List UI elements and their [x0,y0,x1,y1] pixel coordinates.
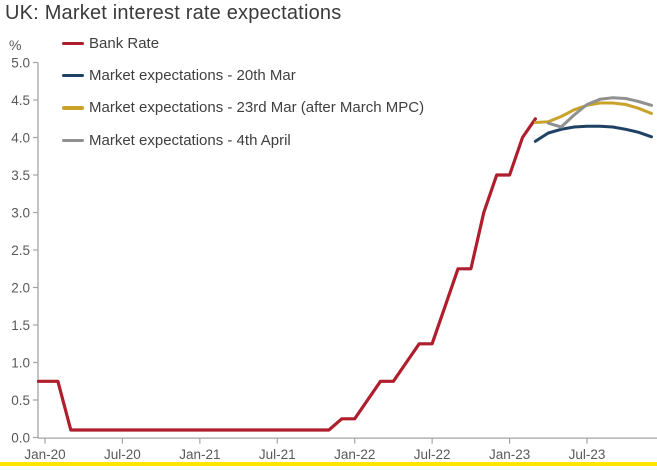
y-tick-label-0.5: 0.5 [11,393,30,408]
legend-label-0: Bank Rate [89,34,160,52]
y-tick-label-4.0: 4.0 [11,130,30,145]
y-axis-unit-label: % [9,37,22,53]
legend-swatch-3 [62,138,84,142]
x-tick-label-Jan-23: Jan-23 [489,447,530,462]
x-tick-label-Jan-20: Jan-20 [24,447,65,462]
y-tick-label-3.5: 3.5 [11,168,30,183]
series-line-3 [546,96,653,129]
x-tick-label-Jul-21: Jul-21 [259,447,296,462]
legend-swatch-2 [62,106,84,110]
y-tick-label-1.5: 1.5 [11,318,30,333]
legend-label-3: Market expectations - 4th April [89,131,291,149]
legend-label-2: Market expectations - 23rd Mar (after Ma… [89,99,425,117]
x-tick-label-Jul-20: Jul-20 [104,447,141,462]
y-tick-label-5.0: 5.0 [11,55,30,70]
legend: Bank Rate Market expectations - 20th Mar M… [62,27,424,157]
y-tick-label-3.0: 3.0 [11,205,30,220]
series-line-0 [36,117,538,432]
y-tick-label-0.0: 0.0 [11,430,30,445]
legend-item-1: Market expectations - 20th Mar [62,59,424,91]
legend-label-1: Market expectations - 20th Mar [89,67,296,85]
y-tick-label-4.5: 4.5 [11,93,30,108]
x-tick-label-Jul-22: Jul-22 [414,447,451,462]
y-tick-label-1.0: 1.0 [11,355,30,370]
chart-title: UK: Market interest rate expectations [5,2,342,24]
legend-item-0: Bank Rate [62,27,424,59]
series-line-2 [533,101,653,124]
x-tick-label-Jul-23: Jul-23 [569,447,606,462]
legend-swatch-1 [62,73,84,78]
series-line-1 [533,124,653,143]
legend-item-3: Market expectations - 4th April [62,124,424,156]
y-tick-label-2.0: 2.0 [11,280,30,295]
x-tick-label-Jan-21: Jan-21 [179,447,220,462]
bottom-accent-bar [0,462,657,466]
legend-swatch-0 [62,41,84,45]
y-tick-label-2.5: 2.5 [11,243,30,258]
x-tick-label-Jan-22: Jan-22 [334,447,375,462]
legend-item-2: Market expectations - 23rd Mar (after Ma… [62,92,424,124]
